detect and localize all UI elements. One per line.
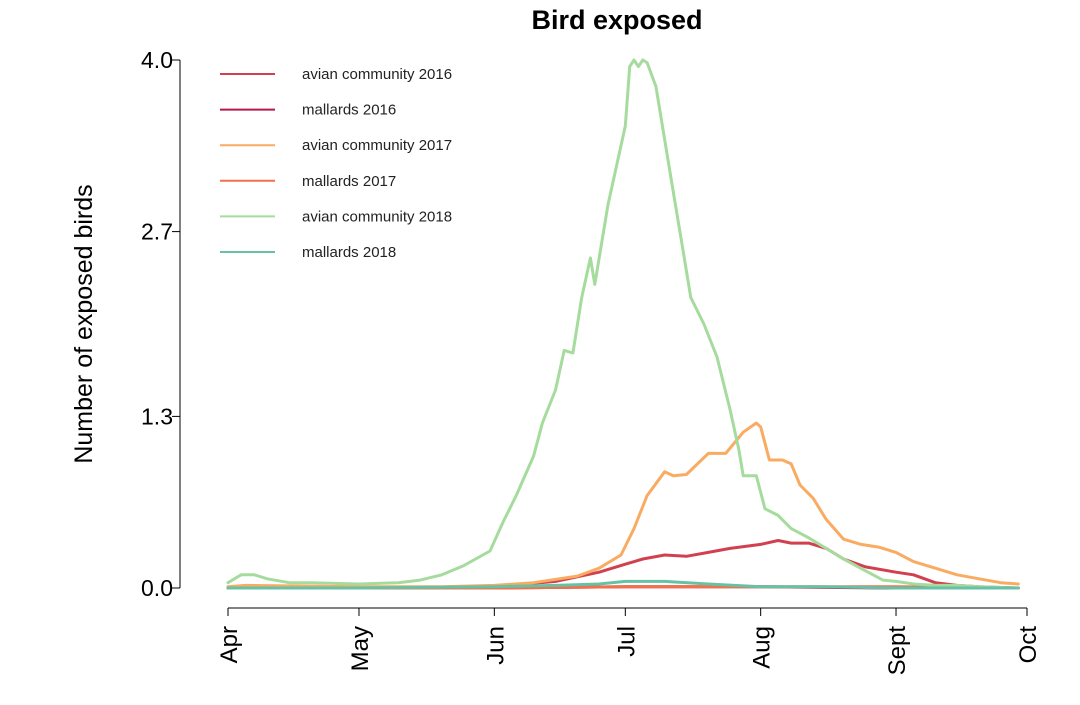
y-tick-label: 1.3: [141, 403, 173, 429]
series-line-6: [226, 579, 1020, 590]
legend: avian community 2016 mallards 2016 avian c…: [220, 66, 452, 261]
series-layer: [226, 58, 1020, 590]
x-axis: Apr May Jun Jul Aug Sept Oct: [216, 607, 1042, 676]
series-line-1: [226, 539, 1020, 590]
x-tick-label: Sept: [884, 626, 911, 676]
legend-label: mallards 2016: [302, 102, 396, 119]
series-line-3: [226, 421, 1020, 589]
y-tick-label: 0.0: [141, 575, 173, 601]
y-tick-label: 2.7: [141, 219, 173, 245]
y-axis: 0.0 1.3 2.7 4.0: [141, 47, 181, 601]
x-tick-label: Jun: [482, 626, 509, 665]
x-tick-label: Apr: [216, 626, 243, 663]
x-tick-label: May: [347, 626, 374, 671]
legend-label: avian community 2017: [302, 137, 452, 154]
x-tick-label: Oct: [1015, 626, 1042, 664]
legend-label: mallards 2018: [302, 244, 396, 261]
x-tick-label: Aug: [749, 626, 776, 669]
y-tick-label: 4.0: [141, 47, 173, 73]
legend-label: avian community 2018: [302, 208, 452, 225]
chart-title: Bird exposed: [531, 5, 702, 35]
legend-label: avian community 2016: [302, 66, 452, 83]
y-axis-label: Number of exposed birds: [70, 184, 98, 463]
x-tick-label: Jul: [613, 626, 640, 657]
legend-label: mallards 2017: [302, 173, 396, 190]
series-line-5: [226, 58, 1020, 590]
